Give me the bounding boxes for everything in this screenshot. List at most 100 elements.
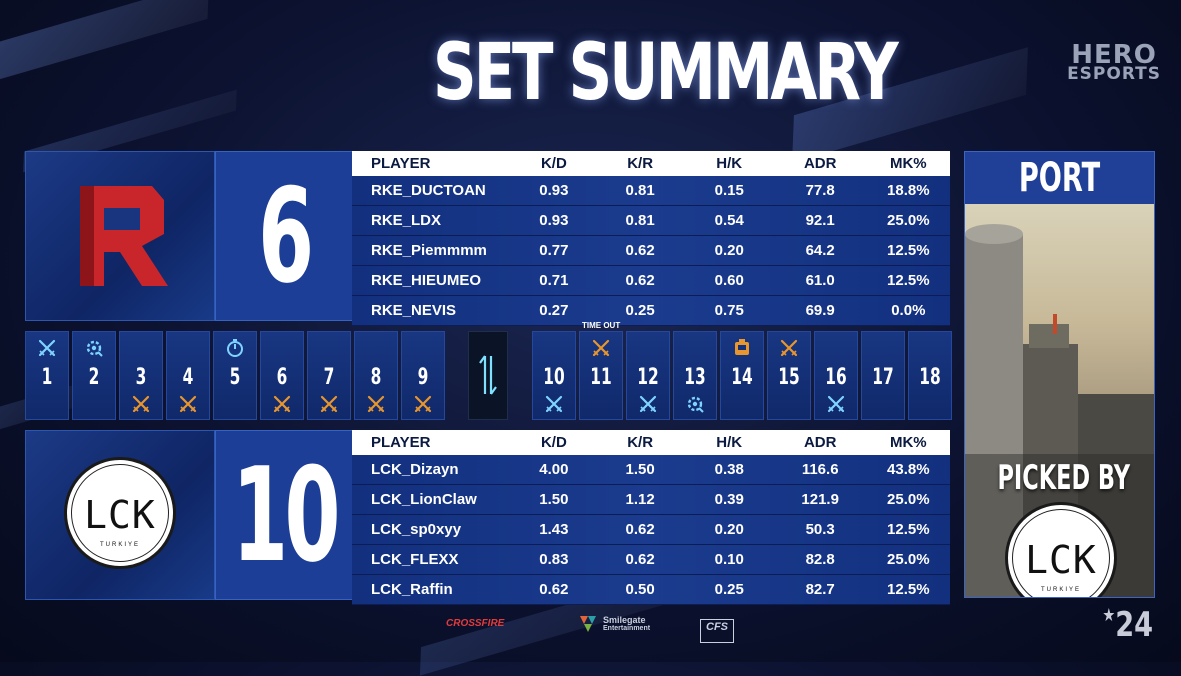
player-row: RKE_DUCTOAN 0.93 0.81 0.15 77.8 18.8% [352, 176, 950, 206]
stats-header-cell: ADR [803, 155, 837, 172]
defuse-icon [84, 338, 104, 358]
round-box: 17 [861, 331, 905, 420]
player-stat: 0.39 [714, 491, 744, 508]
stats-header-cell: PLAYER [371, 155, 431, 172]
round-box: 14 [720, 331, 764, 420]
lck-logo-icon: LCK TURKIYE [64, 457, 176, 569]
round-number: 18 [919, 365, 941, 390]
player-stat: 0.62 [625, 242, 655, 259]
team-bottom-logo-panel: LCK TURKIYE [25, 430, 215, 600]
stats-header-cell: H/K [716, 434, 743, 451]
player-stat: 64.2 [805, 242, 835, 259]
player-row: RKE_LDX 0.93 0.81 0.54 92.1 25.0% [352, 206, 950, 236]
crossfire-logo: CROSSFIRE [446, 618, 504, 638]
stats-header-cell: PLAYER [371, 434, 431, 451]
player-stat: 0.83 [539, 551, 569, 568]
map-preview-image: PICKED BY LCK TURKIYE [965, 204, 1154, 597]
player-stat: 4.00 [539, 461, 569, 478]
player-name: RKE_LDX [371, 212, 442, 229]
round-number: 17 [872, 365, 894, 390]
picked-team-logo-subtext: TURKIYE [1040, 587, 1081, 593]
player-stat: 0.93 [539, 212, 569, 229]
player-stat: 0.25 [625, 302, 655, 319]
team-top-score: 6 [215, 151, 354, 321]
stats-header-row: PLAYER K/D K/R H/K ADR MK% [352, 430, 950, 455]
round-number: 6 [276, 365, 288, 390]
player-name: RKE_NEVIS [371, 302, 457, 319]
round-number: 12 [637, 365, 659, 390]
round-number: 5 [229, 365, 241, 390]
round-number: 14 [731, 365, 753, 390]
cfs-logo-text: CFS [706, 621, 728, 633]
player-stat: 0.20 [714, 521, 744, 538]
picked-by-label: PICKED BY [997, 458, 1131, 498]
stats-header-cell: H/K [716, 155, 743, 172]
player-stat: 121.9 [801, 491, 839, 508]
swords-icon [37, 338, 57, 358]
round-box: 13 [673, 331, 717, 420]
player-stat: 43.8% [887, 461, 930, 478]
round-box: 6 [260, 331, 304, 420]
smilegate-mark-icon [580, 616, 596, 632]
star-icon: ★ [1101, 605, 1115, 626]
player-stat: 0.60 [714, 272, 744, 289]
player-name: LCK_FLEXX [371, 551, 459, 568]
background-shard [0, 0, 210, 100]
player-stat: 82.8 [805, 551, 835, 568]
player-stat: 12.5% [887, 272, 930, 289]
year-badge: ★24 [1102, 605, 1153, 645]
round-number: 7 [323, 365, 335, 390]
swords-icon [779, 338, 799, 358]
team-bottom-score-value: 10 [232, 439, 340, 591]
player-stat: 1.50 [625, 461, 655, 478]
round-box: 15 [767, 331, 811, 420]
player-stat: 0.62 [625, 521, 655, 538]
lck-logo-subtext: TURKIYE [99, 542, 140, 548]
picked-team-logo-text: LCK [1025, 538, 1097, 582]
player-stat: 25.0% [887, 551, 930, 568]
brand-line-2: ESPORTS [1067, 64, 1161, 85]
player-stat: 116.6 [801, 461, 839, 478]
round-box: 7 [307, 331, 351, 420]
round-number: 1 [41, 365, 53, 390]
player-stat: 25.0% [887, 491, 930, 508]
lck-logo-text: LCK [84, 493, 156, 537]
stats-header-cell: ADR [803, 434, 837, 451]
player-row: LCK_LionClaw 1.50 1.12 0.39 121.9 25.0% [352, 485, 950, 515]
team-bottom-score: 10 [215, 430, 354, 600]
player-stat: 12.5% [887, 581, 930, 598]
round-number: 10 [543, 365, 565, 390]
timer-icon [225, 338, 245, 358]
player-stat: 92.1 [805, 212, 835, 229]
swords-icon [178, 394, 198, 414]
timeout-label: TIME OUT [582, 321, 621, 330]
player-stat: 0.50 [625, 581, 655, 598]
round-number: 9 [417, 365, 429, 390]
stats-header-cell: K/R [627, 155, 654, 172]
lck-logo-ring [71, 464, 169, 562]
player-stat: 0.20 [714, 242, 744, 259]
round-timeline: 1 2 3 4 5 6 7 8 9 10 11 12 13 14 15 16 17 18 TIME OUT [25, 321, 952, 420]
year-badge-text: 24 [1114, 605, 1153, 645]
picked-team-logo-ring [1012, 509, 1110, 597]
round-number: 13 [684, 365, 706, 390]
player-name: RKE_HIEUMEO [371, 272, 482, 289]
swords-icon [413, 394, 433, 414]
player-stat: 0.62 [539, 581, 569, 598]
rke-logo-icon [80, 186, 168, 286]
picked-team-logo-icon: LCK TURKIYE [1005, 502, 1117, 597]
team-top-stats-table: PLAYER K/D K/R H/K ADR MK% RKE_DUCTOAN 0.93 0.81… [352, 151, 950, 326]
round-number: 8 [370, 365, 382, 390]
player-stat: 0.54 [714, 212, 744, 229]
player-stat: 77.8 [805, 182, 835, 199]
round-box: 11 [579, 331, 623, 420]
player-stat: 0.62 [625, 551, 655, 568]
player-stat: 69.9 [805, 302, 835, 319]
map-panel: PORT PICKED BY LCK TURKIYE [964, 151, 1155, 598]
player-stat: 0.25 [714, 581, 744, 598]
player-stat: 1.43 [539, 521, 569, 538]
swords-icon [638, 394, 658, 414]
player-stat: 0.77 [539, 242, 569, 259]
swords-icon [591, 338, 611, 358]
team-top-logo-panel [25, 151, 215, 321]
